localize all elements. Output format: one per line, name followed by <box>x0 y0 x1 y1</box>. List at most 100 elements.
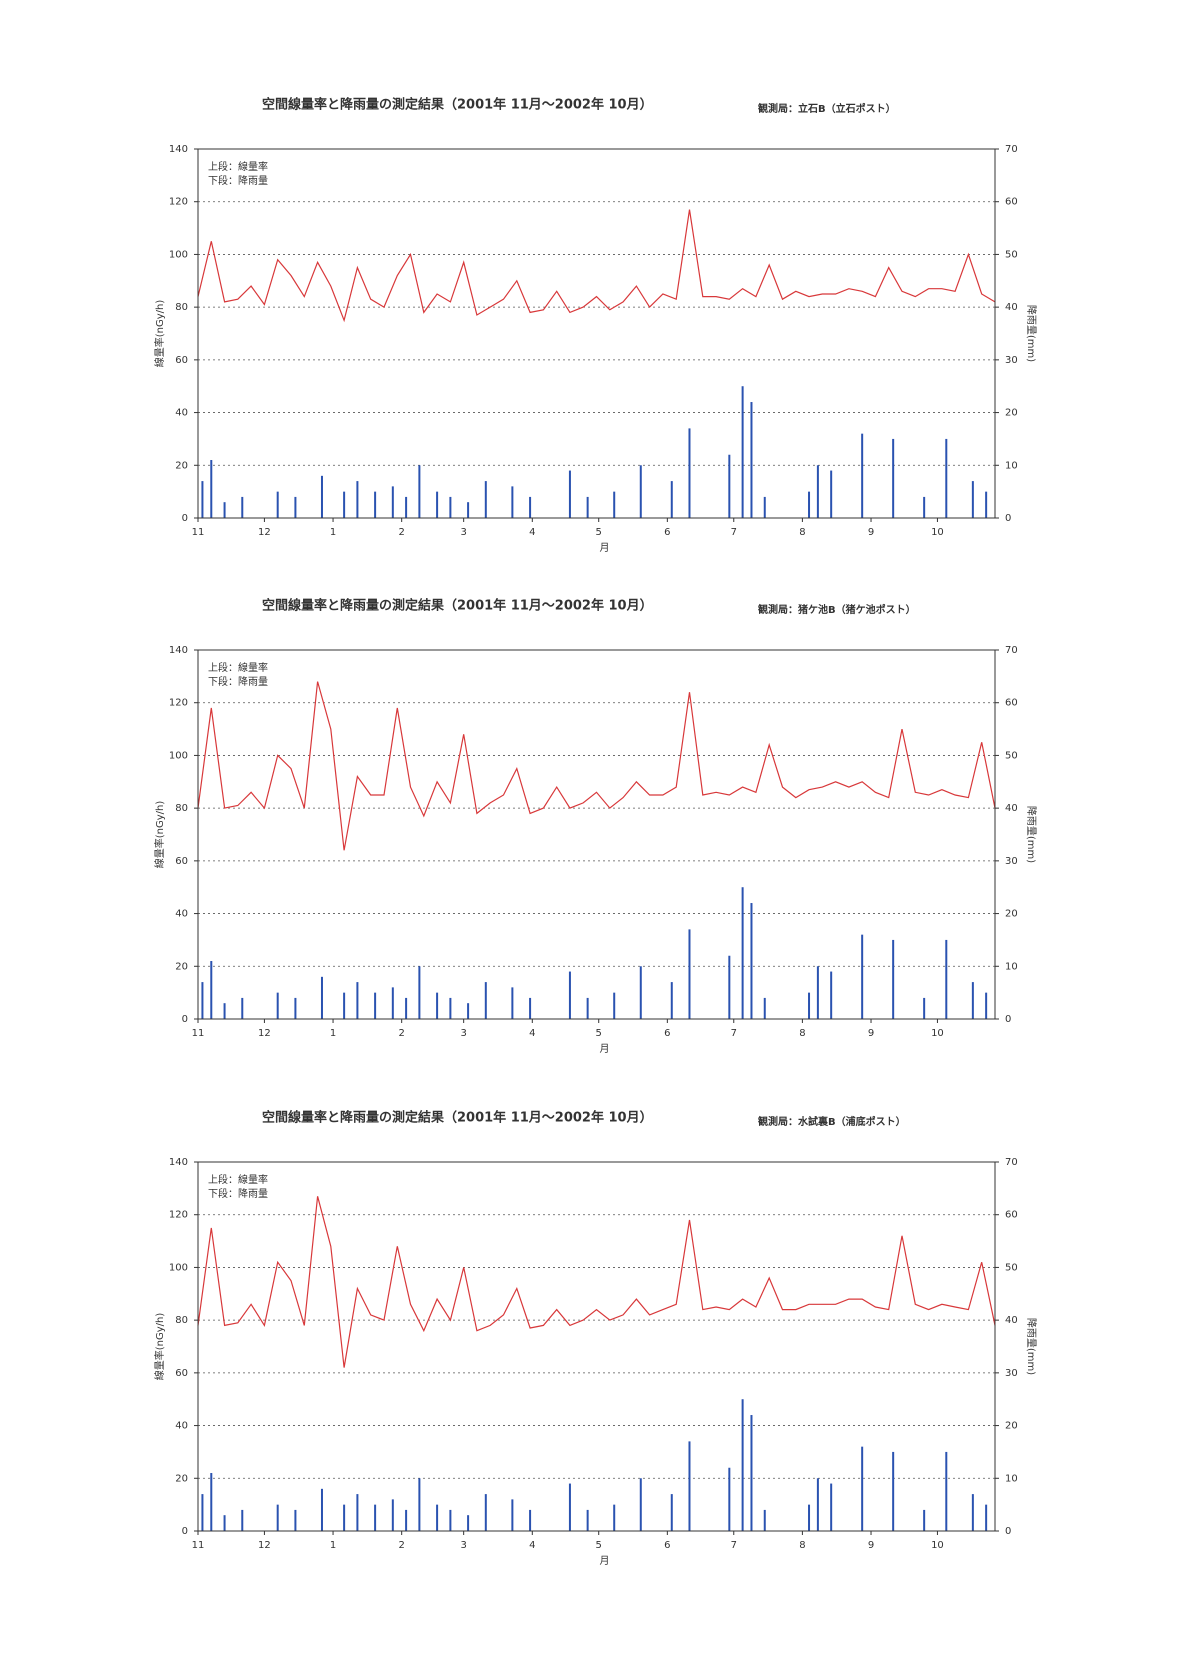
y-tick-label: 100 <box>169 750 188 761</box>
y-tick-label: 80 <box>175 302 188 313</box>
rain-bar <box>670 982 673 1019</box>
y2-tick-label: 60 <box>1005 1210 1018 1221</box>
x-tick-label: 8 <box>799 527 805 538</box>
rain-bar <box>449 997 452 1019</box>
dose-rate-line <box>197 681 996 851</box>
y2-tick-label: 30 <box>1005 856 1018 867</box>
rain-bar <box>816 1478 819 1531</box>
rain-bar <box>374 992 377 1019</box>
rain-bar <box>418 966 421 1019</box>
y2-tick-label: 50 <box>1005 249 1018 260</box>
rain-bar <box>586 496 589 518</box>
rain-bar <box>241 997 244 1019</box>
rain-bar <box>586 1509 589 1531</box>
rain-bar <box>945 1451 948 1531</box>
rain-bar <box>436 992 439 1019</box>
rain-bar <box>586 997 589 1019</box>
y2-tick-label: 0 <box>1005 1526 1011 1537</box>
x-tick-label: 6 <box>664 1540 670 1551</box>
chart-title: 空間線量率と降雨量の測定結果（2001年 11月～2002年 10月） <box>262 598 653 614</box>
y-tick-label: 0 <box>182 1014 188 1025</box>
y-tick-label: 100 <box>169 1262 188 1273</box>
chart-title: 空間線量率と降雨量の測定結果（2001年 11月～2002年 10月） <box>262 1110 653 1126</box>
rain-bar <box>320 976 323 1019</box>
rain-bar <box>861 433 864 518</box>
y-axis-label: 線量率(nGy/h) <box>153 300 166 368</box>
chart: 空間線量率と降雨量の測定結果（2001年 11月～2002年 10月） 観測局：水… <box>153 1110 1038 1568</box>
rain-bar <box>223 502 226 518</box>
legend-entry: 下段：降雨量 <box>208 1187 268 1200</box>
x-tick-label: 8 <box>799 1540 805 1551</box>
rain-bar <box>511 987 514 1019</box>
x-tick-label: 11 <box>192 1540 205 1551</box>
rain-bar <box>808 1504 811 1531</box>
y2-tick-label: 10 <box>1005 961 1018 972</box>
x-tick-label: 12 <box>258 1028 271 1039</box>
rain-bar <box>985 992 988 1019</box>
rain-bar <box>688 428 691 518</box>
rain-bar <box>405 997 408 1019</box>
rain-bar <box>210 961 213 1019</box>
station: 観測局：猪ケ池B（猪ケ池ポスト） <box>758 603 916 616</box>
rain-bar <box>391 486 394 518</box>
chart-title: 空間線量率と降雨量の測定結果（2001年 11月～2002年 10月） <box>262 97 653 113</box>
rain-bar <box>391 987 394 1019</box>
y-tick-label: 40 <box>175 408 188 419</box>
rain-bar <box>436 491 439 518</box>
y-tick-label: 140 <box>169 144 188 155</box>
dose-rate-line <box>197 1196 996 1368</box>
x-tick-label: 2 <box>398 527 404 538</box>
x-tick-label: 10 <box>931 1540 944 1551</box>
rain-bar <box>343 992 346 1019</box>
rain-bar <box>529 1509 532 1531</box>
y2-tick-label: 10 <box>1005 1473 1018 1484</box>
rain-bar <box>728 454 731 518</box>
x-tick-label: 7 <box>731 1540 737 1551</box>
rain-bar <box>728 955 731 1019</box>
rain-bar <box>374 491 377 518</box>
rain-bar <box>276 1504 279 1531</box>
y-tick-label: 60 <box>175 856 188 867</box>
rain-bar <box>670 1494 673 1531</box>
rain-bar <box>467 1515 470 1531</box>
legend-entry: 上段：線量率 <box>208 661 268 674</box>
y2-axis-label: 降雨量(mm) <box>1025 305 1038 362</box>
rain-bar <box>436 1504 439 1531</box>
rain-bar <box>750 402 753 518</box>
rain-bar <box>750 903 753 1019</box>
x-tick-label: 5 <box>596 1028 602 1039</box>
rain-bar <box>449 496 452 518</box>
y2-tick-label: 40 <box>1005 302 1018 313</box>
y-tick-label: 0 <box>182 513 188 524</box>
y2-axis-label: 降雨量(mm) <box>1025 806 1038 863</box>
y-axis-label: 線量率(nGy/h) <box>153 1313 166 1381</box>
station: 観測局：立石B（立石ポスト） <box>758 102 896 115</box>
rain-bar <box>816 465 819 518</box>
y2-tick-label: 70 <box>1005 645 1018 656</box>
rain-bar <box>529 997 532 1019</box>
rain-bar <box>418 465 421 518</box>
rain-bar <box>201 481 204 518</box>
x-tick-label: 4 <box>529 527 535 538</box>
rain-bar <box>861 934 864 1019</box>
x-tick-label: 1 <box>330 1028 336 1039</box>
rain-bar <box>467 1003 470 1019</box>
x-axis-label: 月 <box>600 1043 610 1055</box>
rain-bar <box>639 966 642 1019</box>
rain-bar <box>484 982 487 1019</box>
x-tick-label: 4 <box>529 1540 535 1551</box>
y-tick-label: 0 <box>182 1526 188 1537</box>
rain-bar <box>568 971 571 1019</box>
rain-bar <box>201 982 204 1019</box>
rain-bar <box>405 1509 408 1531</box>
chart: 空間線量率と降雨量の測定結果（2001年 11月～2002年 10月） 観測局：猪… <box>153 598 1038 1056</box>
y2-tick-label: 30 <box>1005 355 1018 366</box>
rain-bar <box>763 997 766 1019</box>
rain-bar <box>741 887 744 1019</box>
rain-bar <box>343 1504 346 1531</box>
y-tick-label: 80 <box>175 1315 188 1326</box>
y2-tick-label: 70 <box>1005 144 1018 155</box>
rain-bar <box>356 481 359 518</box>
x-tick-label: 7 <box>731 1028 737 1039</box>
legend-entry: 上段：線量率 <box>208 1173 268 1186</box>
